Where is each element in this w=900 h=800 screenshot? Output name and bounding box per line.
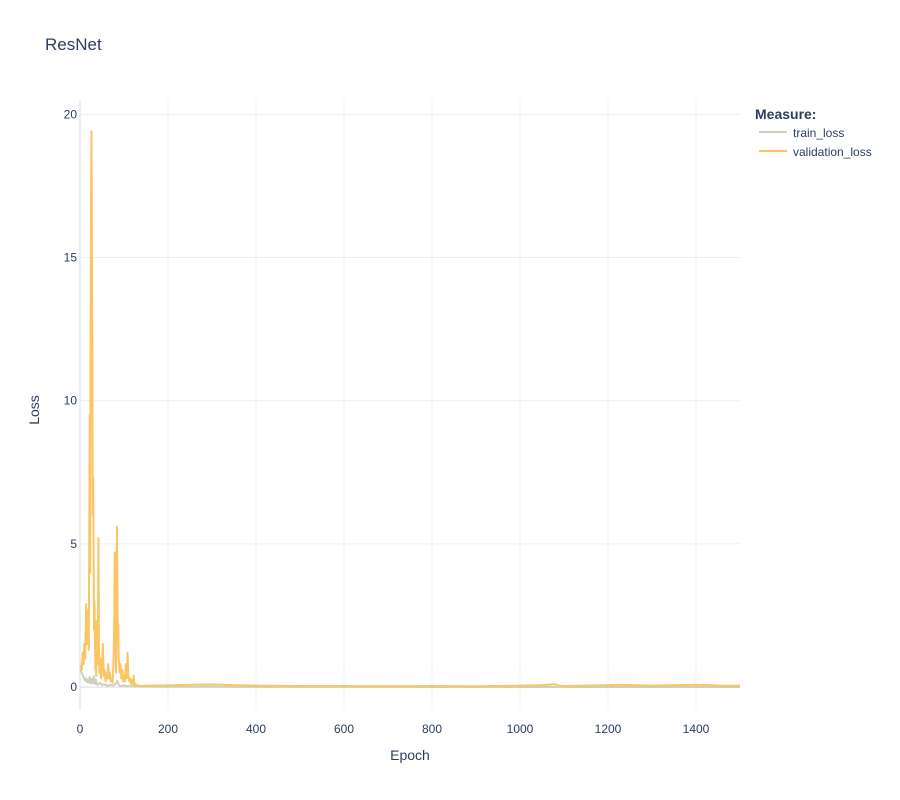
x-tick-label: 1400 (683, 722, 710, 736)
legend-label: validation_loss (793, 145, 872, 159)
series-line-train-loss (79, 668, 740, 688)
legend-item-validation-loss[interactable]: validation_loss (759, 145, 872, 159)
y-axis-label: Loss (26, 395, 42, 425)
x-tick-label: 200 (158, 722, 178, 736)
x-tick-label: 1200 (595, 722, 622, 736)
legend: Measure: train_loss validation_loss (755, 106, 872, 159)
legend-title: Measure: (755, 106, 816, 122)
legend-item-train-loss[interactable]: train_loss (759, 126, 844, 140)
chart-title: ResNet (45, 35, 102, 54)
x-axis-label: Epoch (390, 747, 430, 763)
y-tick-label: 10 (64, 394, 78, 408)
x-tick-label: 0 (77, 722, 84, 736)
axis-ticks: 0 200 400 600 800 1000 1200 1400 0 5 10 15 20 (64, 107, 710, 736)
y-tick-label: 20 (64, 107, 78, 121)
legend-label: train_loss (793, 126, 844, 140)
series-line-validation-loss (79, 130, 740, 688)
y-tick-label: 0 (70, 680, 77, 694)
y-tick-label: 5 (70, 537, 77, 551)
grid (79, 100, 740, 710)
x-tick-label: 1000 (507, 722, 534, 736)
series-lines (79, 130, 740, 688)
x-tick-label: 400 (246, 722, 266, 736)
x-tick-label: 600 (334, 722, 354, 736)
y-tick-label: 15 (64, 251, 78, 265)
x-tick-label: 800 (422, 722, 442, 736)
